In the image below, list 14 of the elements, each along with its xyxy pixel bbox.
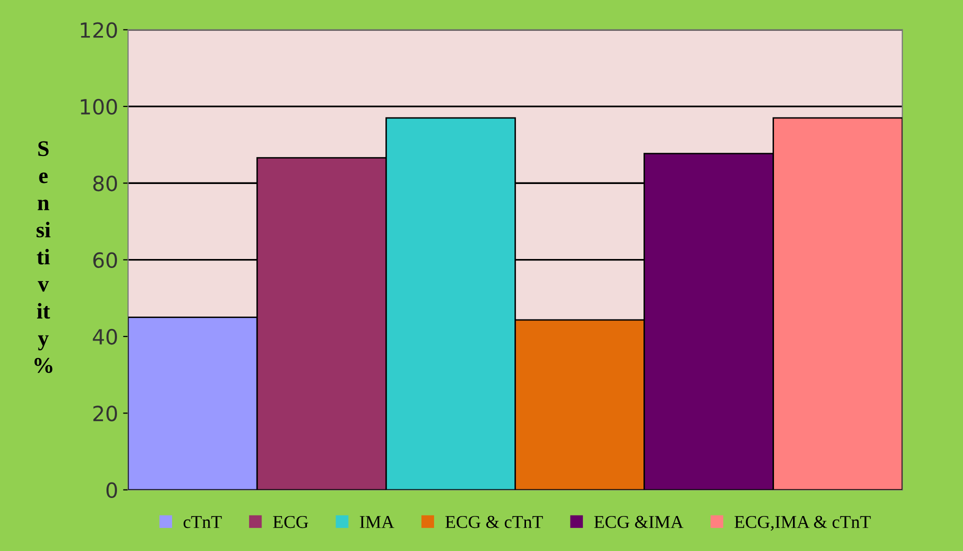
y-tick-label: 40 (92, 328, 117, 345)
y-tick-label: 0 (106, 482, 117, 498)
y-tick-label: 60 (93, 252, 117, 268)
legend-label: IMA (360, 516, 394, 528)
legend-label: cTnT (184, 516, 222, 528)
y-tick-label: 120 (80, 22, 117, 38)
y-tick-label: 20 (93, 406, 117, 422)
legend-label: ECG,IMA & cTnT (734, 516, 871, 531)
y-tick-label: 80 (93, 176, 117, 192)
text: S e n si ti v it y % (34, 141, 52, 374)
legend-label: ECG (273, 516, 308, 528)
y-tick-label: 100 (80, 98, 117, 115)
legend-label: ECG & cTnT (445, 516, 543, 528)
legend-label: ECG &IMA (594, 516, 684, 528)
